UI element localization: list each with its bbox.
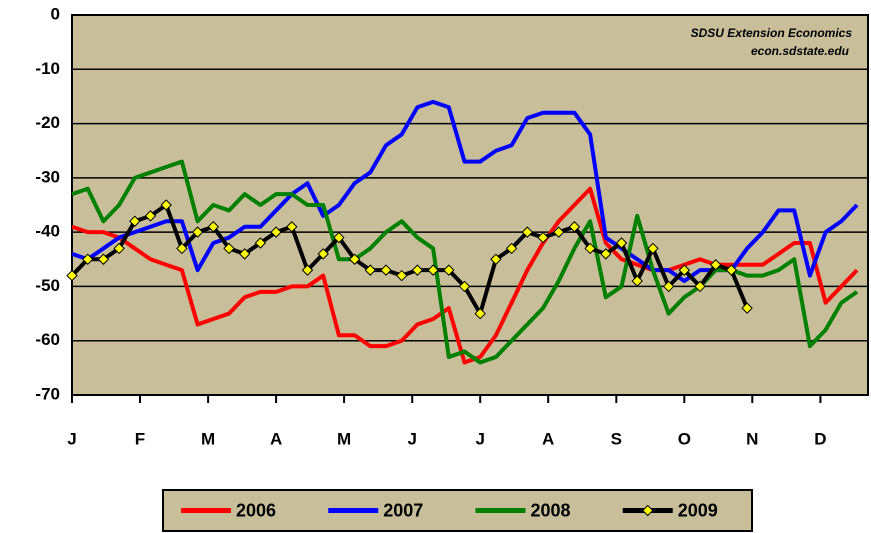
marker	[710, 259, 722, 271]
x-tick-label: D	[814, 429, 826, 448]
legend-label: 2008	[531, 500, 571, 520]
y-tick-label: -10	[35, 59, 60, 78]
marker	[113, 242, 125, 255]
y-tick-label: -20	[35, 113, 60, 132]
y-tick-label: -60	[35, 330, 60, 349]
marker	[395, 269, 408, 282]
marker	[474, 307, 486, 320]
marker	[301, 264, 314, 276]
y-tick-label: -30	[35, 167, 60, 186]
marker	[427, 264, 439, 276]
marker	[537, 231, 549, 244]
marker	[129, 215, 141, 227]
y-tick-label: -40	[35, 222, 60, 241]
marker	[364, 264, 377, 276]
marker	[521, 226, 534, 238]
x-tick-label: J	[475, 429, 484, 448]
y-tick-label: -70	[35, 384, 60, 403]
x-tick-label: A	[270, 429, 282, 448]
x-tick-label: F	[135, 429, 145, 448]
marker	[568, 221, 581, 233]
marker	[584, 242, 596, 255]
marker	[380, 264, 392, 276]
x-tick-label: O	[678, 429, 691, 448]
legend-label: 2006	[236, 500, 276, 520]
marker	[490, 253, 502, 265]
x-tick-label: A	[542, 429, 554, 448]
marker	[176, 242, 188, 255]
marker	[160, 199, 172, 211]
marker	[552, 226, 565, 238]
marker	[66, 269, 78, 282]
marker	[631, 275, 643, 287]
credit: econ.sdstate.edu	[751, 44, 850, 58]
marker	[741, 302, 753, 314]
marker	[411, 264, 424, 276]
marker	[144, 210, 157, 222]
marker	[647, 242, 659, 255]
series-line	[71, 186, 859, 365]
marker	[443, 264, 455, 276]
marker	[286, 221, 298, 233]
marker	[505, 242, 518, 255]
marker	[317, 248, 329, 260]
credit: SDSU Extension Economics	[691, 26, 853, 40]
marker	[694, 280, 706, 293]
y-tick-label: 0	[51, 4, 60, 23]
plot-area	[71, 14, 869, 396]
marker	[97, 253, 110, 265]
marker	[725, 264, 738, 276]
marker	[238, 248, 251, 260]
legend-label: 2007	[383, 500, 423, 520]
x-tick-label: S	[611, 429, 622, 448]
x-tick-label: J	[407, 429, 416, 448]
marker	[270, 226, 282, 238]
marker	[600, 248, 612, 260]
marker	[458, 280, 471, 293]
marker	[207, 221, 220, 233]
marker	[254, 237, 267, 249]
x-tick-label: N	[746, 429, 758, 448]
x-tick-label: J	[67, 429, 76, 448]
legend-label: 2009	[678, 500, 718, 520]
marker	[348, 253, 361, 265]
marker	[615, 237, 628, 249]
marker	[223, 242, 235, 255]
x-tick-label: M	[201, 429, 215, 448]
legend-marker	[642, 504, 654, 517]
marker	[191, 226, 204, 238]
y-tick-label: -50	[35, 276, 60, 295]
marker	[662, 280, 675, 293]
x-tick-label: M	[337, 429, 351, 448]
marker	[81, 253, 94, 265]
marker	[333, 231, 345, 244]
marker	[678, 264, 691, 276]
